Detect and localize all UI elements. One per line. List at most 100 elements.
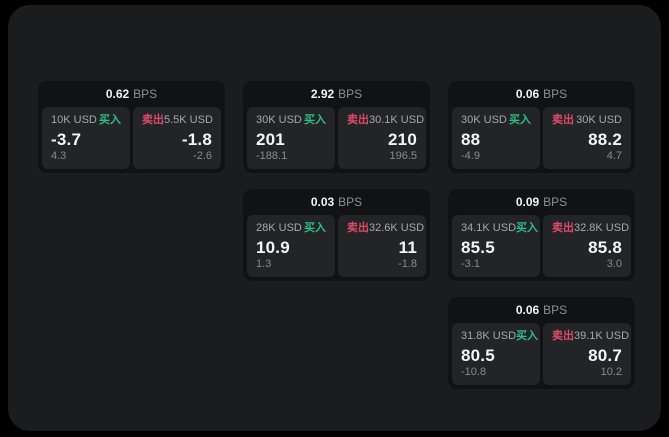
card-header: 0.06 BPS [448, 297, 635, 323]
buy-sub-value: -188.1 [256, 150, 288, 162]
sell-side-label: 卖出 [552, 222, 574, 234]
spread-card-1: 0.62 BPS 10K USD 买入 -3.7 4.3 卖出 5.5K USD [38, 81, 225, 173]
buy-quote-button[interactable]: 31.8K USD 买入 80.5 -10.8 [452, 323, 540, 385]
buy-side-label: 买入 [516, 330, 539, 342]
sell-quote-button[interactable]: 卖出 32.8K USD 85.8 3.0 [543, 215, 631, 277]
buy-pane-top: 30K USD 买入 [256, 114, 326, 127]
bps-unit: BPS [133, 87, 158, 101]
bps-value: 2.92 [310, 87, 335, 101]
sell-size: 32.6K USD [369, 222, 425, 234]
bps-value: 0.06 [515, 87, 540, 101]
sell-sub-value: 10.2 [600, 366, 622, 378]
buy-pane-top: 10K USD 买入 [51, 114, 121, 127]
buy-price: 10.9 [256, 238, 290, 257]
bps-unit: BPS [543, 87, 568, 101]
buy-sub-value: -10.8 [461, 366, 487, 378]
sell-sub-value: -1.8 [398, 258, 417, 270]
bps-value: 0.09 [515, 195, 540, 209]
quote-card-grid: 0.62 BPS 10K USD 买入 -3.7 4.3 卖出 5.5K USD [38, 81, 635, 389]
sell-price: 11 [398, 238, 417, 257]
buy-sub-value: 1.3 [256, 258, 272, 270]
buy-quote-button[interactable]: 30K USD 买入 201 -188.1 [247, 107, 335, 169]
sell-size: 30K USD [576, 114, 622, 126]
buy-pane-top: 28K USD 买入 [256, 222, 326, 235]
buy-price: 85.5 [461, 238, 495, 257]
spread-card-4: 0.03 BPS 28K USD 买入 10.9 1.3 卖出 32.6K US… [243, 189, 430, 281]
buy-size: 34.1K USD [461, 222, 517, 234]
sell-price: 88.2 [588, 130, 622, 149]
sell-quote-button[interactable]: 卖出 39.1K USD 80.7 10.2 [543, 323, 631, 385]
card-body: 31.8K USD 买入 80.5 -10.8 卖出 39.1K USD 80.… [448, 323, 635, 389]
spread-card-6: 0.06 BPS 31.8K USD 买入 80.5 -10.8 卖出 39.1… [448, 297, 635, 389]
spread-card-5: 0.09 BPS 34.1K USD 买入 85.5 -3.1 卖出 32.8K… [448, 189, 635, 281]
sell-pane-top: 卖出 32.6K USD [347, 222, 424, 235]
buy-side-label: 买入 [304, 114, 326, 126]
sell-price: 80.7 [588, 346, 622, 365]
card-body: 10K USD 买入 -3.7 4.3 卖出 5.5K USD -1.8 -2.… [38, 107, 225, 173]
buy-quote-button[interactable]: 10K USD 买入 -3.7 4.3 [42, 107, 130, 169]
sell-side-label: 卖出 [552, 114, 574, 126]
buy-side-label: 买入 [304, 222, 326, 234]
buy-price: 80.5 [461, 346, 495, 365]
buy-sub-value: 4.3 [51, 150, 67, 162]
sell-price: 85.8 [588, 238, 622, 257]
card-header: 0.06 BPS [448, 81, 635, 107]
card-header: 0.09 BPS [448, 189, 635, 215]
card-body: 30K USD 买入 88 -4.9 卖出 30K USD 88.2 4.7 [448, 107, 635, 173]
buy-side-label: 买入 [509, 114, 531, 126]
card-body: 34.1K USD 买入 85.5 -3.1 卖出 32.8K USD 85.8… [448, 215, 635, 281]
buy-pane-top: 34.1K USD 买入 [461, 222, 538, 235]
sell-pane-top: 卖出 30.1K USD [347, 114, 424, 127]
sell-size: 5.5K USD [164, 114, 213, 126]
sell-pane-top: 卖出 5.5K USD [142, 114, 213, 127]
buy-size: 10K USD [51, 114, 97, 126]
buy-side-label: 买入 [99, 114, 121, 126]
buy-quote-button[interactable]: 34.1K USD 买入 85.5 -3.1 [452, 215, 540, 277]
sell-size: 39.1K USD [574, 330, 630, 342]
sell-size: 32.8K USD [574, 222, 630, 234]
spread-card-3: 0.06 BPS 30K USD 买入 88 -4.9 卖出 30K USD [448, 81, 635, 173]
spread-card-2: 2.92 BPS 30K USD 买入 201 -188.1 卖出 30.1K … [243, 81, 430, 173]
buy-size: 28K USD [256, 222, 302, 234]
bps-value: 0.06 [515, 303, 540, 317]
sell-sub-value: 196.5 [389, 150, 417, 162]
card-header: 0.62 BPS [38, 81, 225, 107]
bps-value: 0.62 [105, 87, 130, 101]
sell-side-label: 卖出 [552, 330, 574, 342]
sell-quote-button[interactable]: 卖出 30.1K USD 210 196.5 [338, 107, 426, 169]
buy-pane-top: 30K USD 买入 [461, 114, 531, 127]
sell-pane-top: 卖出 32.8K USD [552, 222, 629, 235]
sell-quote-button[interactable]: 卖出 30K USD 88.2 4.7 [543, 107, 631, 169]
buy-price: 88 [461, 130, 481, 149]
sell-size: 30.1K USD [369, 114, 425, 126]
bps-unit: BPS [543, 303, 568, 317]
card-header: 2.92 BPS [243, 81, 430, 107]
buy-sub-value: -4.9 [461, 150, 480, 162]
bps-unit: BPS [338, 195, 363, 209]
sell-quote-button[interactable]: 卖出 32.6K USD 11 -1.8 [338, 215, 426, 277]
sell-side-label: 卖出 [347, 222, 369, 234]
buy-size: 30K USD [461, 114, 507, 126]
bps-unit: BPS [338, 87, 363, 101]
sell-sub-value: 4.7 [606, 150, 622, 162]
buy-size: 31.8K USD [461, 330, 517, 342]
buy-sub-value: -3.1 [461, 258, 480, 270]
sell-price: 210 [388, 130, 417, 149]
sell-price: -1.8 [181, 130, 212, 149]
sell-side-label: 卖出 [142, 114, 164, 126]
bps-unit: BPS [543, 195, 568, 209]
sell-pane-top: 卖出 39.1K USD [552, 330, 629, 343]
card-body: 28K USD 买入 10.9 1.3 卖出 32.6K USD 11 -1.8 [243, 215, 430, 281]
buy-quote-button[interactable]: 28K USD 买入 10.9 1.3 [247, 215, 335, 277]
sell-quote-button[interactable]: 卖出 5.5K USD -1.8 -2.6 [133, 107, 221, 169]
buy-size: 30K USD [256, 114, 302, 126]
quotes-panel: 0.62 BPS 10K USD 买入 -3.7 4.3 卖出 5.5K USD [8, 5, 661, 431]
sell-sub-value: -2.6 [193, 150, 212, 162]
buy-price: -3.7 [51, 130, 82, 149]
sell-sub-value: 3.0 [606, 258, 622, 270]
buy-pane-top: 31.8K USD 买入 [461, 330, 538, 343]
card-header: 0.03 BPS [243, 189, 430, 215]
buy-quote-button[interactable]: 30K USD 买入 88 -4.9 [452, 107, 540, 169]
card-body: 30K USD 买入 201 -188.1 卖出 30.1K USD 210 1… [243, 107, 430, 173]
bps-value: 0.03 [310, 195, 335, 209]
